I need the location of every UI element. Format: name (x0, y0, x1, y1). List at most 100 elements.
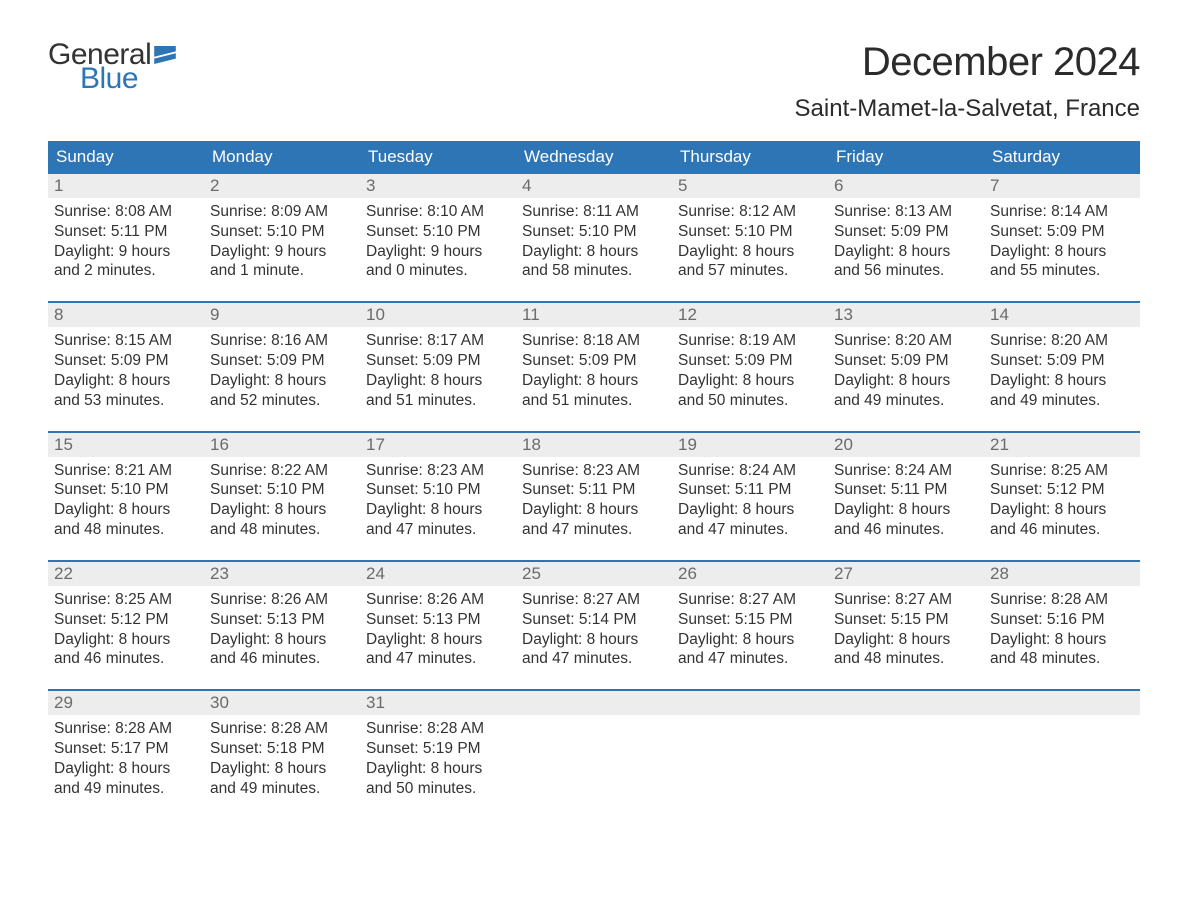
day-number-row: 26 (672, 562, 828, 586)
calendar-day: . (984, 691, 1140, 804)
day-d1-line: Daylight: 8 hours (210, 371, 354, 391)
day-number: 6 (834, 176, 843, 195)
day-number-row: 9 (204, 303, 360, 327)
day-sunset-line: Sunset: 5:10 PM (54, 480, 198, 500)
day-d2-line: and 48 minutes. (834, 649, 978, 669)
day-d1-line: Daylight: 8 hours (522, 371, 666, 391)
day-sunrise-line: Sunrise: 8:23 AM (366, 461, 510, 481)
day-d1-line: Daylight: 8 hours (834, 242, 978, 262)
calendar: Sunday Monday Tuesday Wednesday Thursday… (48, 141, 1140, 805)
day-number-row: 27 (828, 562, 984, 586)
day-sunset-line: Sunset: 5:09 PM (678, 351, 822, 371)
day-number-row: 1 (48, 174, 204, 198)
day-d1-line: Daylight: 8 hours (522, 500, 666, 520)
day-d1-line: Daylight: 9 hours (210, 242, 354, 262)
day-number-row: 13 (828, 303, 984, 327)
logo-word-blue: Blue (80, 64, 176, 94)
day-number: 20 (834, 435, 853, 454)
day-d1-line: Daylight: 8 hours (834, 630, 978, 650)
day-d1-line: Daylight: 8 hours (678, 371, 822, 391)
day-number: 21 (990, 435, 1009, 454)
calendar-day: 4Sunrise: 8:11 AMSunset: 5:10 PMDaylight… (516, 174, 672, 287)
calendar-week: 1Sunrise: 8:08 AMSunset: 5:11 PMDaylight… (48, 174, 1140, 287)
month-title: December 2024 (795, 40, 1140, 85)
day-number-row: 8 (48, 303, 204, 327)
day-number-row: 12 (672, 303, 828, 327)
day-d2-line: and 49 minutes. (54, 779, 198, 799)
day-number: 26 (678, 564, 697, 583)
calendar-day: 27Sunrise: 8:27 AMSunset: 5:15 PMDayligh… (828, 562, 984, 675)
day-d1-line: Daylight: 8 hours (54, 371, 198, 391)
weekday-header: Saturday (984, 141, 1140, 174)
day-d1-line: Daylight: 8 hours (366, 500, 510, 520)
calendar-week: 8Sunrise: 8:15 AMSunset: 5:09 PMDaylight… (48, 301, 1140, 416)
day-sunset-line: Sunset: 5:16 PM (990, 610, 1134, 630)
calendar-week: 29Sunrise: 8:28 AMSunset: 5:17 PMDayligh… (48, 689, 1140, 804)
day-d2-line: and 2 minutes. (54, 261, 198, 281)
day-sunset-line: Sunset: 5:09 PM (366, 351, 510, 371)
day-sunrise-line: Sunrise: 8:09 AM (210, 202, 354, 222)
calendar-day: 1Sunrise: 8:08 AMSunset: 5:11 PMDaylight… (48, 174, 204, 287)
day-d1-line: Daylight: 8 hours (678, 630, 822, 650)
title-block: December 2024 Saint-Mamet-la-Salvetat, F… (795, 40, 1140, 123)
day-number-row: 24 (360, 562, 516, 586)
day-number: 9 (210, 305, 219, 324)
day-number: 23 (210, 564, 229, 583)
day-d1-line: Daylight: 8 hours (210, 759, 354, 779)
day-number: 12 (678, 305, 697, 324)
day-sunset-line: Sunset: 5:09 PM (990, 222, 1134, 242)
day-sunset-line: Sunset: 5:11 PM (54, 222, 198, 242)
day-number: 19 (678, 435, 697, 454)
day-sunrise-line: Sunrise: 8:25 AM (990, 461, 1134, 481)
day-d1-line: Daylight: 8 hours (990, 371, 1134, 391)
day-d1-line: Daylight: 8 hours (366, 371, 510, 391)
calendar-day: . (516, 691, 672, 804)
day-d2-line: and 51 minutes. (522, 391, 666, 411)
day-sunrise-line: Sunrise: 8:27 AM (522, 590, 666, 610)
calendar-day: . (672, 691, 828, 804)
day-sunrise-line: Sunrise: 8:20 AM (990, 331, 1134, 351)
day-number-row: 23 (204, 562, 360, 586)
day-number-row: 18 (516, 433, 672, 457)
day-number-row: 25 (516, 562, 672, 586)
day-number: 7 (990, 176, 999, 195)
day-d2-line: and 50 minutes. (366, 779, 510, 799)
day-sunrise-line: Sunrise: 8:24 AM (678, 461, 822, 481)
day-d2-line: and 56 minutes. (834, 261, 978, 281)
weekday-header: Sunday (48, 141, 204, 174)
day-sunset-line: Sunset: 5:12 PM (54, 610, 198, 630)
day-number: 2 (210, 176, 219, 195)
day-sunset-line: Sunset: 5:11 PM (522, 480, 666, 500)
day-sunrise-line: Sunrise: 8:22 AM (210, 461, 354, 481)
day-number: 5 (678, 176, 687, 195)
calendar-day: 22Sunrise: 8:25 AMSunset: 5:12 PMDayligh… (48, 562, 204, 675)
day-d1-line: Daylight: 8 hours (366, 630, 510, 650)
day-sunrise-line: Sunrise: 8:11 AM (522, 202, 666, 222)
day-sunset-line: Sunset: 5:09 PM (834, 351, 978, 371)
flag-icon (154, 46, 176, 64)
day-sunrise-line: Sunrise: 8:28 AM (366, 719, 510, 739)
day-number-row: 21 (984, 433, 1140, 457)
weekday-header: Friday (828, 141, 984, 174)
day-sunrise-line: Sunrise: 8:10 AM (366, 202, 510, 222)
day-d1-line: Daylight: 8 hours (990, 500, 1134, 520)
day-d2-line: and 47 minutes. (522, 520, 666, 540)
day-number: 22 (54, 564, 73, 583)
day-number: 8 (54, 305, 63, 324)
day-d1-line: Daylight: 9 hours (366, 242, 510, 262)
day-sunset-line: Sunset: 5:15 PM (678, 610, 822, 630)
calendar-day: 23Sunrise: 8:26 AMSunset: 5:13 PMDayligh… (204, 562, 360, 675)
day-sunset-line: Sunset: 5:10 PM (522, 222, 666, 242)
calendar-day: 2Sunrise: 8:09 AMSunset: 5:10 PMDaylight… (204, 174, 360, 287)
weekday-header: Wednesday (516, 141, 672, 174)
day-number-row: . (828, 691, 984, 715)
calendar-day: 10Sunrise: 8:17 AMSunset: 5:09 PMDayligh… (360, 303, 516, 416)
calendar-day: 18Sunrise: 8:23 AMSunset: 5:11 PMDayligh… (516, 433, 672, 546)
day-d2-line: and 0 minutes. (366, 261, 510, 281)
day-number-row: . (672, 691, 828, 715)
day-number: 16 (210, 435, 229, 454)
day-sunset-line: Sunset: 5:10 PM (678, 222, 822, 242)
day-sunset-line: Sunset: 5:09 PM (990, 351, 1134, 371)
calendar-day: 20Sunrise: 8:24 AMSunset: 5:11 PMDayligh… (828, 433, 984, 546)
day-sunrise-line: Sunrise: 8:13 AM (834, 202, 978, 222)
